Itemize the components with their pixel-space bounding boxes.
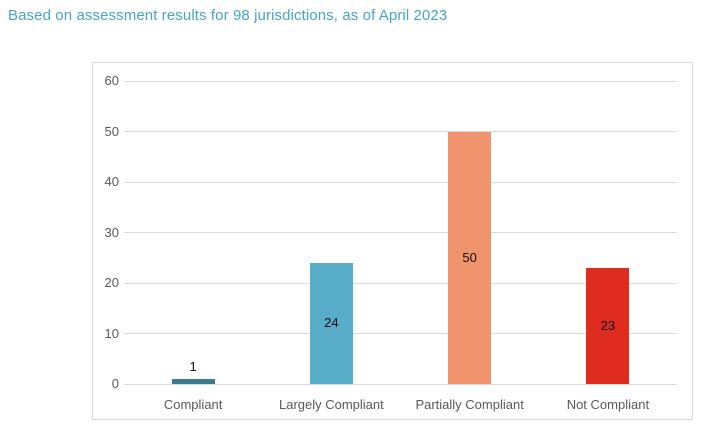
bar-value-label-compliant: 1	[189, 358, 197, 374]
gridline-y20	[124, 282, 677, 284]
gridline-y30	[124, 232, 677, 233]
gridline-y40	[124, 181, 677, 183]
y-tick-label-60: 60	[104, 73, 119, 88]
bar-largely-compliant	[309, 262, 353, 384]
y-tick-label-10: 10	[104, 325, 119, 341]
x-category-label-not-compliant: Not Compliant	[566, 397, 650, 412]
chart-title: Based on assessment results for 98 juris…	[8, 7, 448, 24]
gridline-y60	[124, 80, 677, 82]
y-axis: 0 10 20 30 40 50 60	[93, 73, 119, 391]
y-tick-label-20: 20	[104, 275, 119, 291]
x-axis: Compliant Largely Compliant Partially Comp…	[124, 390, 677, 414]
bar-value-label-not-compliant: 23	[600, 317, 616, 333]
gridline-y50	[124, 131, 677, 132]
gridline-y10	[124, 333, 677, 335]
x-category-label-largely-compliant: Largely Compliant	[278, 397, 384, 412]
bar-partially-compliant	[448, 131, 492, 384]
plot-area: 1 24 50 23	[124, 80, 677, 385]
chart-container: 0 10 20 30 40 50 60 1 24 50 23 Compliant Largely C…	[92, 62, 693, 420]
bar-not-compliant	[586, 267, 630, 384]
x-category-label-partially-compliant: Partially Compliant	[415, 397, 524, 412]
y-tick-label-50: 50	[104, 123, 119, 139]
x-category-label-compliant: Compliant	[163, 397, 223, 412]
bar-value-label-partially-compliant: 50	[462, 249, 477, 265]
y-tick-label-40: 40	[104, 174, 119, 190]
bar-compliant	[171, 378, 215, 384]
gridline-y0	[124, 383, 677, 385]
y-tick-label-0: 0	[111, 376, 119, 391]
bar-value-label-largely-compliant: 24	[324, 315, 339, 331]
y-tick-label-30: 30	[104, 224, 119, 240]
